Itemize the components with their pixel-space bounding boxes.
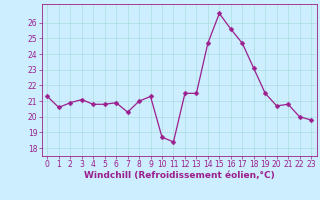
X-axis label: Windchill (Refroidissement éolien,°C): Windchill (Refroidissement éolien,°C)	[84, 171, 275, 180]
